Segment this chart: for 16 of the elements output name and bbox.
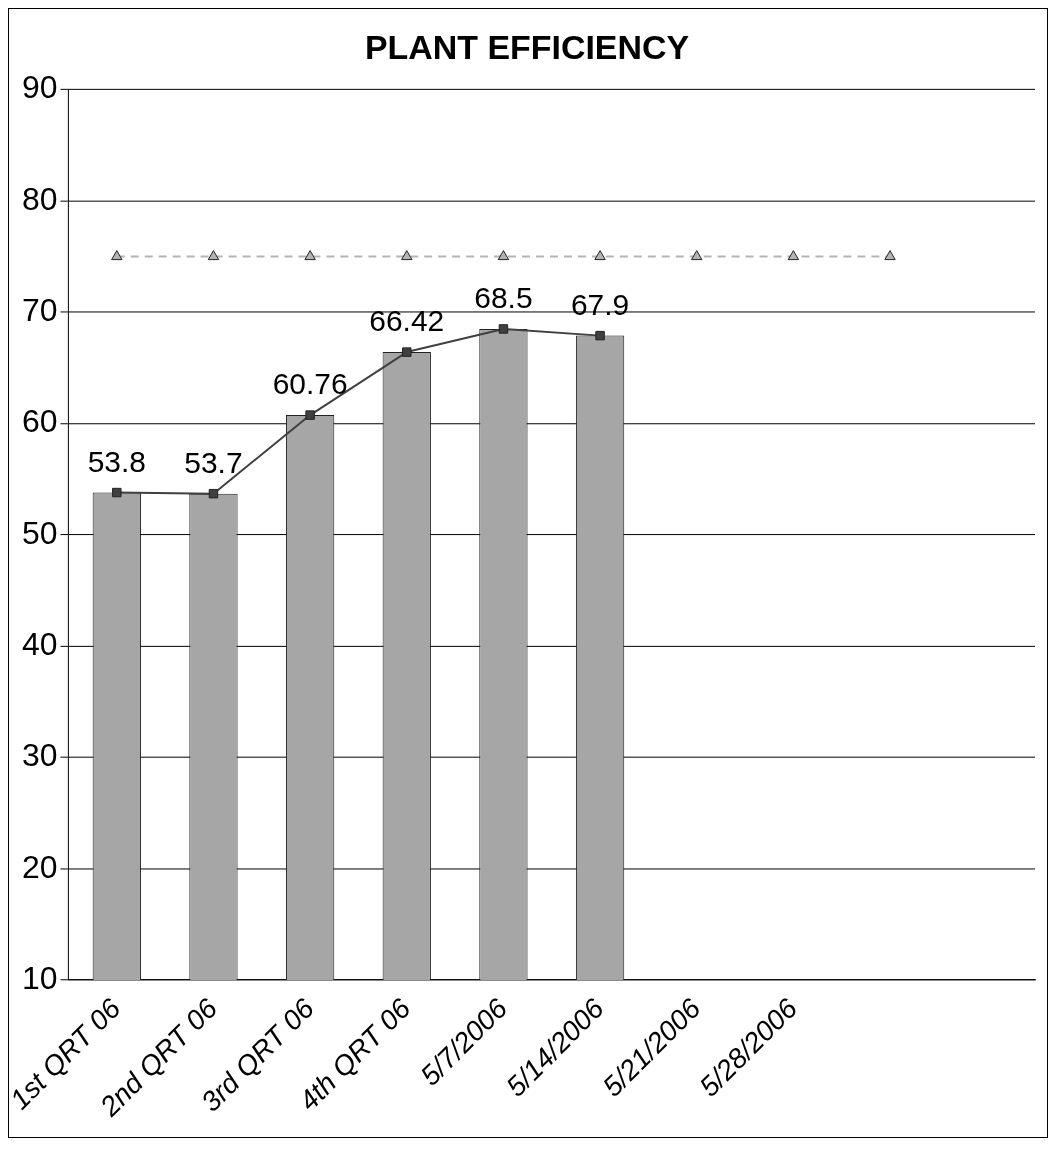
y-tick-label: 30 xyxy=(21,737,58,774)
y-tick-label: 90 xyxy=(21,69,58,106)
data-label: 60.76 xyxy=(272,367,348,401)
y-tick-label: 20 xyxy=(21,848,58,885)
y-tick-label: 70 xyxy=(21,292,58,329)
data-label: 67.9 xyxy=(570,287,630,321)
chart-title: PLANT EFFICIENCY xyxy=(364,27,690,66)
data-label: 53.8 xyxy=(87,444,146,478)
y-tick-label: 50 xyxy=(21,514,58,551)
data-label: 66.42 xyxy=(369,304,445,338)
data-label: 53.7 xyxy=(184,445,243,479)
y-tick-label: 40 xyxy=(21,625,58,662)
y-tick-label: 10 xyxy=(21,959,58,996)
y-tick-label: 80 xyxy=(21,180,58,217)
data-label: 68.5 xyxy=(474,281,533,315)
y-tick-label: 60 xyxy=(21,403,58,440)
